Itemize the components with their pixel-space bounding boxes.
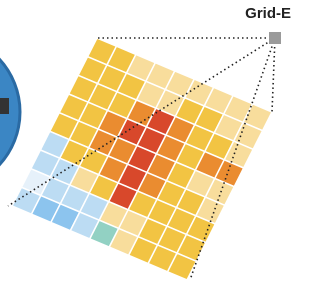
grid-label: Grid-E <box>245 5 291 22</box>
projection-line <box>272 38 275 112</box>
grid <box>12 38 272 280</box>
object <box>0 98 9 114</box>
camera-point <box>269 32 281 44</box>
diagram: Grid-E <box>0 0 293 286</box>
